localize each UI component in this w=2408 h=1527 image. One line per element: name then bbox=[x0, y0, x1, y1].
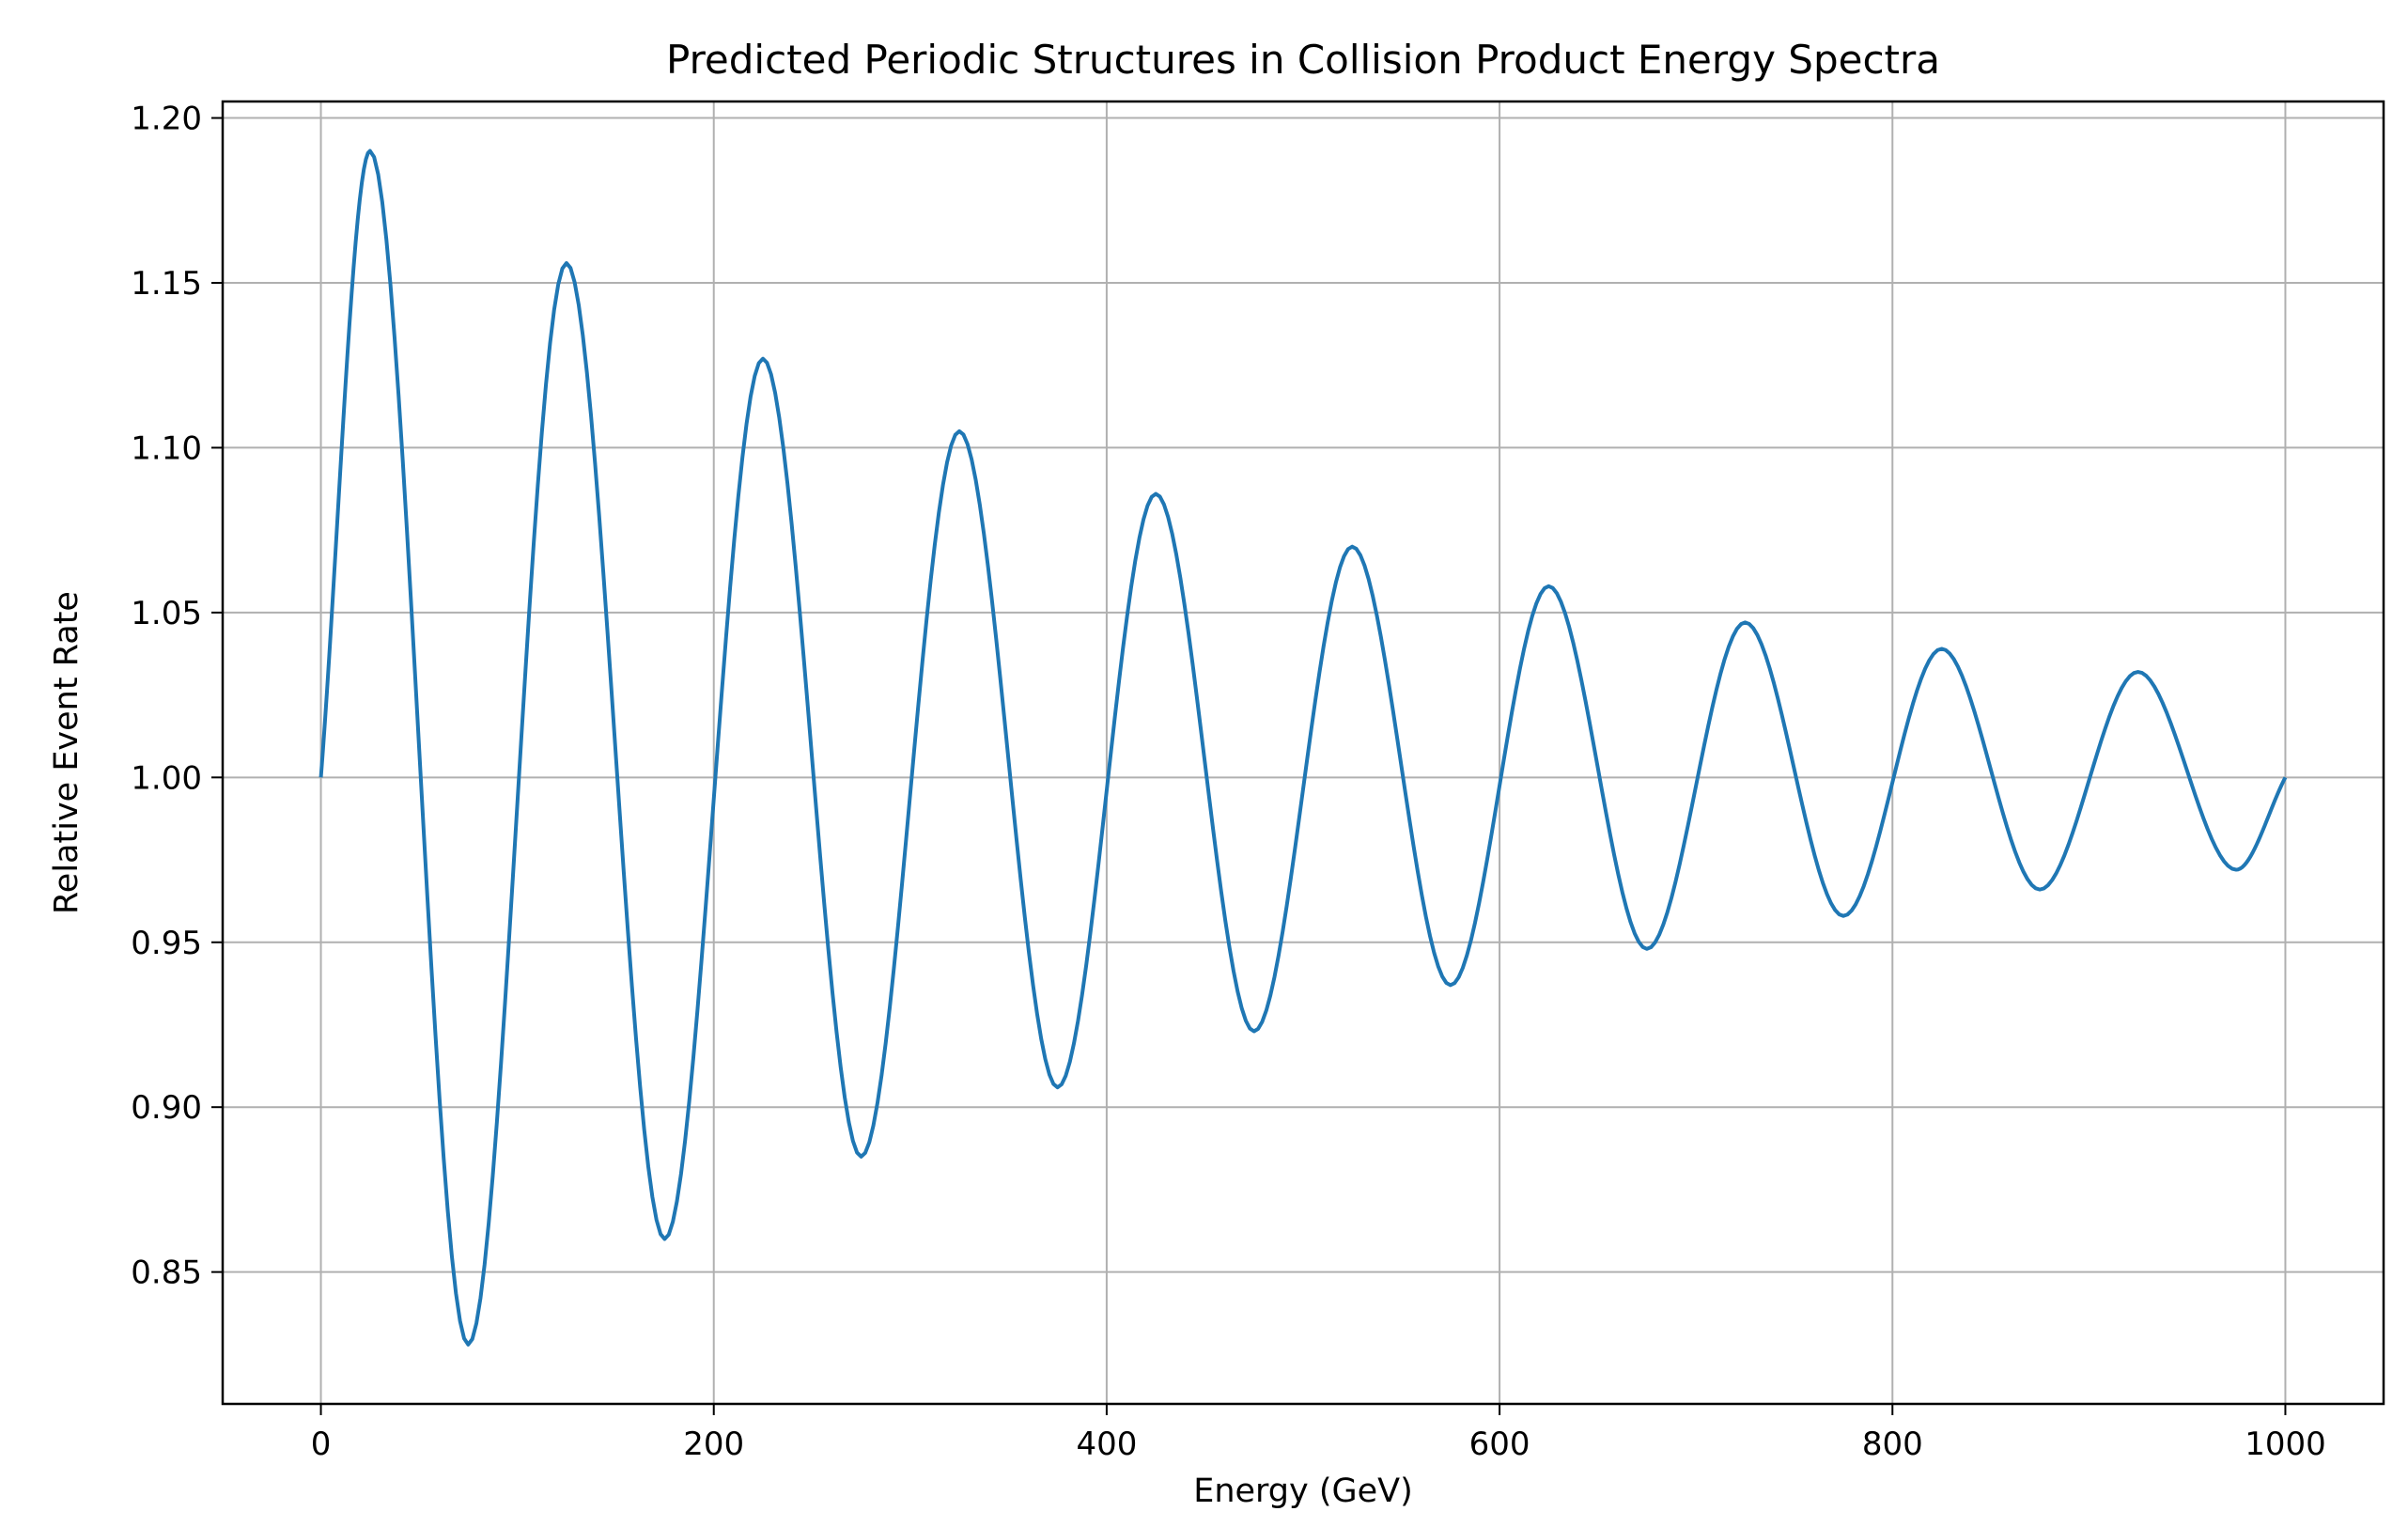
y-tick-label: 0.95 bbox=[131, 925, 202, 962]
y-tick-label: 1.15 bbox=[131, 265, 202, 303]
x-tick-label: 400 bbox=[1076, 1426, 1137, 1463]
y-tick-label: 1.10 bbox=[131, 429, 202, 467]
y-tick-label: 0.85 bbox=[131, 1254, 202, 1292]
series-layer bbox=[318, 148, 2288, 1347]
x-tick-label: 1000 bbox=[2245, 1426, 2326, 1463]
grid bbox=[223, 101, 2384, 1404]
y-tick-label: 1.00 bbox=[131, 759, 202, 797]
y-tick-label: 1.20 bbox=[131, 101, 202, 138]
x-tick-label: 600 bbox=[1469, 1426, 1530, 1463]
y-tick-label: 0.90 bbox=[131, 1089, 202, 1127]
x-tick-label: 200 bbox=[683, 1426, 744, 1463]
y-tick-label: 1.05 bbox=[131, 595, 202, 632]
x-axis-title: Energy (GeV) bbox=[1193, 1472, 1413, 1510]
series-line-0 bbox=[318, 148, 2288, 1347]
x-tick-label: 800 bbox=[1862, 1426, 1923, 1463]
x-tick-label: 0 bbox=[311, 1426, 332, 1463]
y-axis-title: Relative Event Rate bbox=[48, 591, 85, 914]
axis-ticks: 0 200 400 600 800 1000 0.85 0.90 0.95 1.00 1.05 1.1… bbox=[131, 101, 2325, 1463]
chart-title: Predicted Periodic Structures in Collisi… bbox=[666, 37, 1940, 83]
plot-frame bbox=[221, 100, 2385, 1406]
